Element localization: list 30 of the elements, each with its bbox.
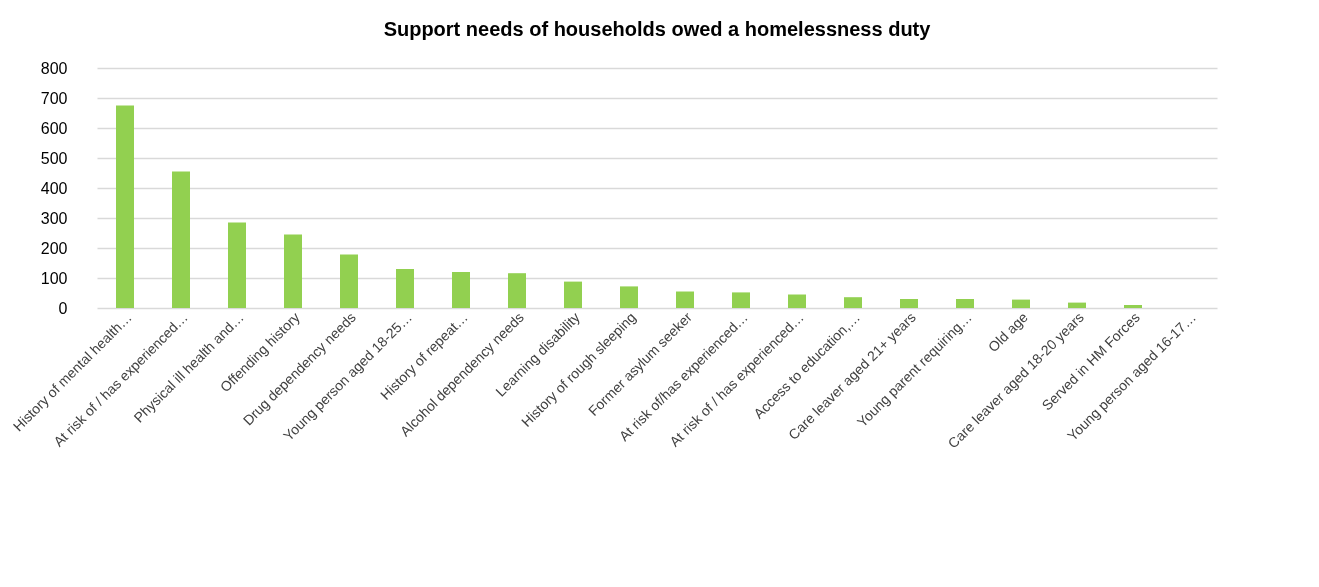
- x-tick-label: Old age: [984, 308, 1032, 356]
- bar: [1068, 302, 1086, 308]
- bar: [620, 286, 638, 308]
- bar: [732, 292, 750, 308]
- y-tick-label: 0: [58, 299, 68, 317]
- bar: [788, 294, 806, 308]
- y-tick-label: 400: [40, 179, 68, 197]
- bar: [284, 234, 302, 308]
- y-tick-label: 500: [40, 149, 68, 167]
- bar: [452, 272, 470, 308]
- bar: [396, 269, 414, 308]
- bar: [1124, 305, 1142, 308]
- y-tick-label: 300: [40, 209, 68, 227]
- y-tick-label: 800: [40, 59, 68, 77]
- bar: [676, 291, 694, 308]
- y-tick-label: 100: [40, 269, 68, 287]
- bar: [956, 299, 974, 308]
- y-tick-label: 200: [40, 239, 68, 257]
- y-tick-label: 700: [40, 89, 68, 107]
- bar: [116, 105, 134, 308]
- bar: [172, 171, 190, 308]
- chart-title: Support needs of households owed a homelessness duty: [383, 18, 932, 40]
- bar: [844, 297, 862, 308]
- bar: [508, 273, 526, 308]
- y-tick-label: 600: [40, 119, 68, 137]
- bar: [228, 222, 246, 308]
- bar: [1012, 299, 1030, 308]
- bar: [564, 281, 582, 308]
- bar: [340, 254, 358, 308]
- bar: [900, 299, 918, 308]
